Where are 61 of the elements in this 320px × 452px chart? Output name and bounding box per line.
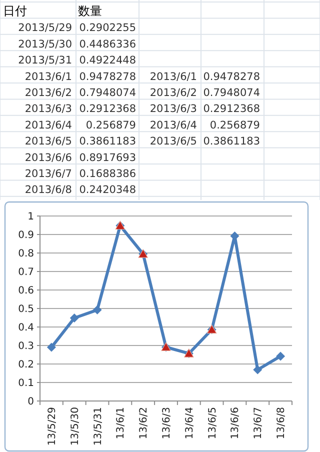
text: 0.1688386 bbox=[79, 168, 136, 180]
text: 0.9478278 bbox=[79, 70, 136, 83]
y-tick-label: 0.5 bbox=[18, 304, 34, 315]
text: 0.3861183 bbox=[79, 136, 136, 148]
text: 0.8917693 bbox=[79, 152, 136, 164]
x-tick-label: 13/5/31 bbox=[92, 407, 104, 446]
point bbox=[276, 352, 286, 361]
text: 0.9478278 bbox=[203, 70, 260, 83]
y-tick-label: 0 bbox=[28, 396, 34, 408]
x-tick-label: 13/6/2 bbox=[138, 407, 150, 440]
y-tick-label: 0.7 bbox=[18, 267, 34, 278]
point bbox=[253, 365, 262, 374]
y-tick-label: 0.2 bbox=[18, 360, 34, 370]
text: 数量 bbox=[78, 4, 102, 18]
x-tick-label: 13/6/3 bbox=[162, 407, 172, 440]
x-tick-label: 13/6/4 bbox=[184, 407, 196, 440]
x-tick-label: 13/5/29 bbox=[46, 407, 58, 446]
text: 2013/5/31 bbox=[18, 54, 72, 67]
text: 0.2902255 bbox=[79, 22, 136, 34]
y-tick-label: 0.3 bbox=[18, 341, 34, 352]
text: 0.2912368 bbox=[203, 103, 260, 116]
text: 0.2420348 bbox=[79, 184, 136, 196]
y-tick-label: 0.4 bbox=[18, 322, 34, 334]
y-tick-label: 0.8 bbox=[18, 248, 34, 260]
point bbox=[46, 342, 56, 352]
point bbox=[70, 314, 79, 323]
text: 2013/6/5 bbox=[150, 136, 197, 148]
y-tick-label: 0.9 bbox=[18, 230, 34, 241]
text: 2013/6/2 bbox=[24, 87, 72, 99]
x-tick-label: 13/6/5 bbox=[207, 407, 218, 440]
y-tick-label: 0.6 bbox=[18, 286, 34, 296]
text: 0.7948074 bbox=[79, 87, 136, 99]
text: 2013/6/4 bbox=[24, 119, 72, 132]
text: 0.4486336 bbox=[79, 38, 136, 50]
text: 2013/6/1 bbox=[150, 70, 197, 83]
text: 0.7948074 bbox=[203, 87, 260, 99]
text: 2013/5/30 bbox=[18, 38, 72, 50]
x-tick-label: 13/6/8 bbox=[276, 407, 288, 440]
text: 2013/6/8 bbox=[24, 184, 72, 196]
text: 日付 bbox=[3, 4, 27, 18]
text: 2013/6/2 bbox=[150, 87, 197, 99]
text: 2013/6/1 bbox=[24, 70, 72, 83]
x-tick-label: 13/5/30 bbox=[70, 407, 81, 446]
text: 0.256879 bbox=[86, 119, 136, 132]
text: 0.4922448 bbox=[79, 54, 136, 67]
text: 0.3861183 bbox=[203, 136, 260, 148]
x-tick-label: 13/6/6 bbox=[230, 407, 242, 440]
x-tick-label: 13/6/7 bbox=[253, 407, 264, 440]
text: 0.256879 bbox=[210, 119, 260, 132]
text: 2013/6/4 bbox=[150, 119, 198, 132]
text: 2013/6/5 bbox=[24, 136, 72, 148]
x-tick-label: 13/6/1 bbox=[116, 407, 127, 440]
y-tick-label: 0.1 bbox=[18, 378, 34, 389]
text: 2013/6/6 bbox=[24, 152, 72, 164]
text: 2013/6/3 bbox=[150, 103, 197, 116]
text: 2013/6/7 bbox=[24, 168, 72, 180]
text: 2013/6/3 bbox=[24, 103, 72, 116]
point bbox=[92, 305, 102, 314]
text: 2013/5/29 bbox=[18, 22, 72, 34]
text: 0.2912368 bbox=[79, 103, 136, 116]
y-tick-label: 1 bbox=[28, 212, 34, 222]
